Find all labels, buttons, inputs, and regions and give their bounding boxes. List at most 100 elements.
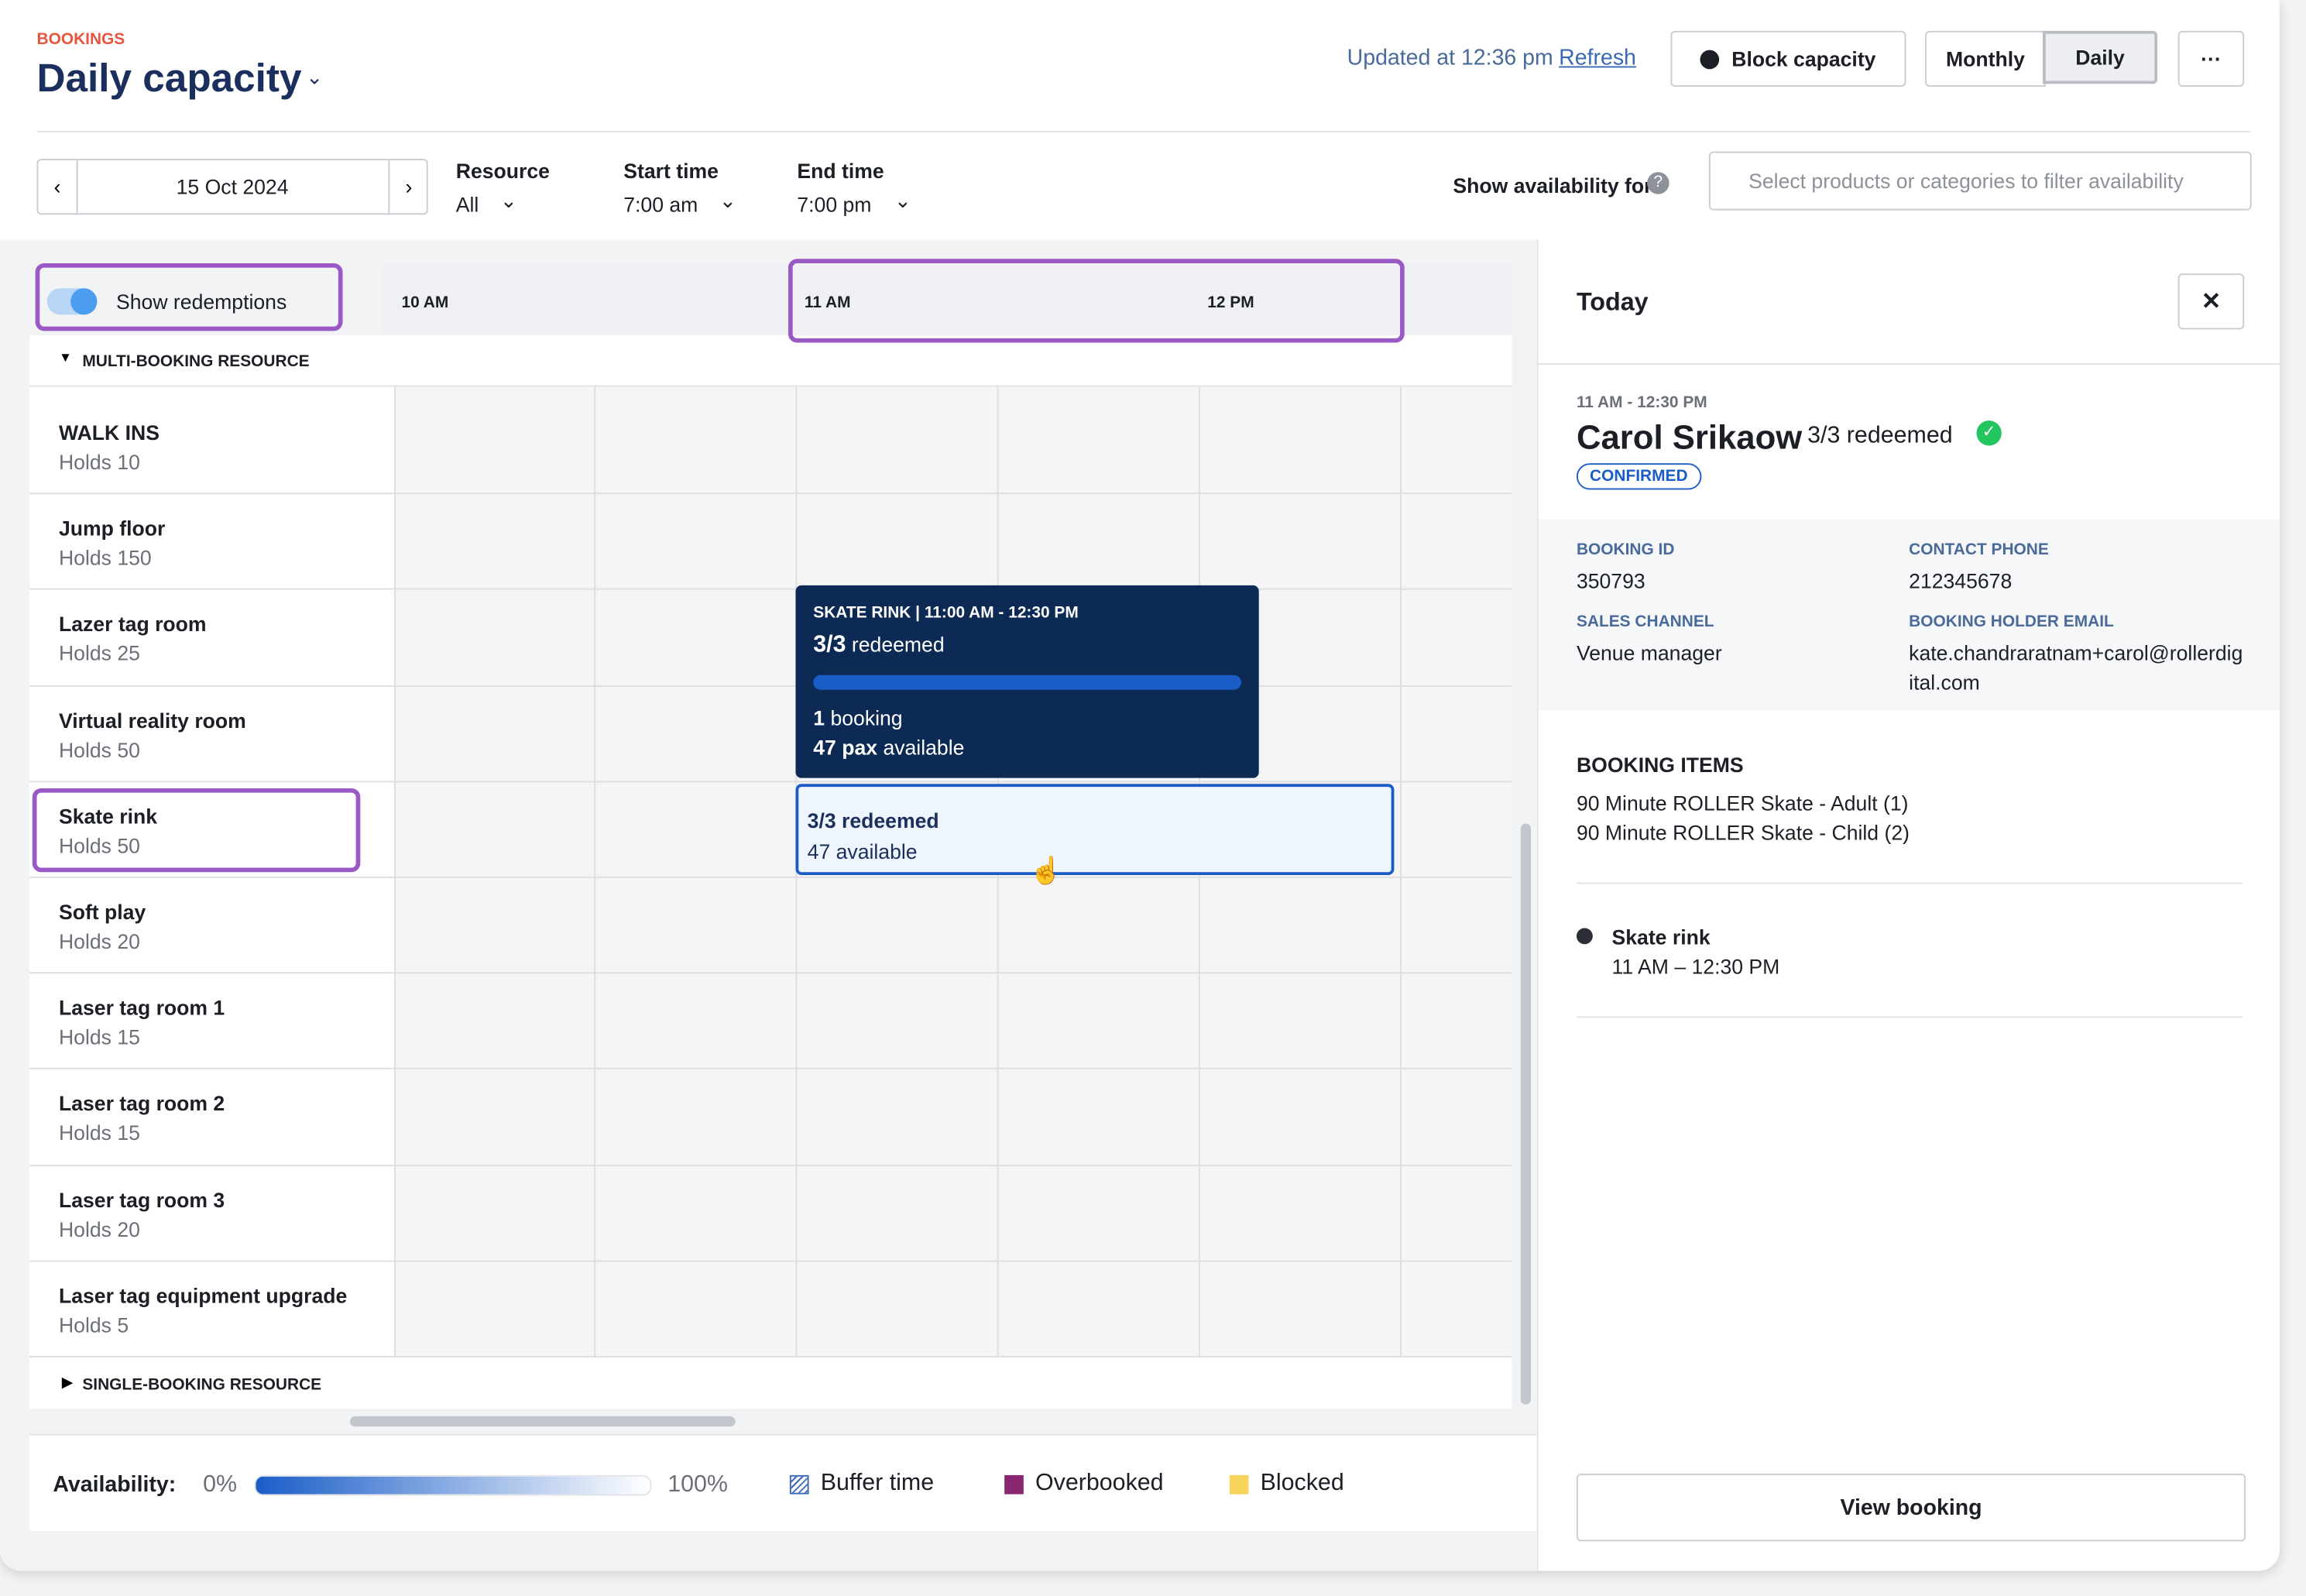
row-line	[29, 589, 1512, 591]
cursor: ☝	[1029, 856, 1063, 886]
blocked-swatch	[1229, 1474, 1249, 1495]
resource-capacity: Holds 150	[58, 545, 152, 570]
date-value[interactable]: 15 Oct 2024	[176, 175, 289, 199]
resource-name: Soft play	[58, 900, 146, 924]
time-header	[382, 264, 1512, 336]
availability-filter-label: Show availability for:	[1453, 173, 1659, 197]
status-badge: CONFIRMED	[1576, 463, 1701, 490]
block-capacity-label: Block capacity	[1731, 46, 1876, 71]
divider	[1576, 882, 2243, 884]
count: 1	[813, 705, 825, 730]
tooltip: SKATE RINK | 11:00 AM - 12:30 PM 3/3 red…	[795, 585, 1259, 778]
field-label: BOOKING ID	[1576, 541, 1675, 559]
row-line	[29, 1260, 1512, 1262]
title-chevron[interactable]: ⌄	[306, 64, 324, 88]
resource-value[interactable]: All	[455, 192, 479, 217]
time-label: 10 AM	[401, 293, 449, 312]
text: available	[883, 735, 965, 759]
panel-title: Today	[1576, 288, 1649, 317]
grid-column-line	[1400, 385, 1402, 1357]
chevron: ⌄	[894, 188, 911, 212]
updated-text: Updated at 12:36 pm	[1347, 45, 1553, 71]
block-capacity-button[interactable]: Block capacity	[1670, 30, 1906, 88]
resource-name: WALK INS	[58, 420, 160, 444]
customer-name: Carol Srikaow	[1576, 417, 1803, 456]
date-picker: ‹ 15 Oct 2024 ›	[36, 159, 428, 215]
close-button[interactable]: ✕	[2177, 273, 2245, 330]
block-icon	[1700, 49, 1721, 69]
toggle-knob	[70, 288, 98, 315]
time-label: 12 PM	[1207, 293, 1254, 312]
expand-arrow[interactable]: ▼	[58, 350, 72, 366]
row-line	[29, 1068, 1512, 1070]
grid-column-line	[594, 385, 596, 1357]
divider	[36, 131, 2250, 132]
field-label: CONTACT PHONE	[1909, 541, 2049, 559]
field-value: kate.chandraratnam+carol@rollerdigital.c…	[1909, 641, 2243, 695]
divider	[1576, 1016, 2243, 1018]
prev-day[interactable]: ‹	[38, 160, 78, 214]
more-button[interactable]: ···	[2177, 30, 2245, 88]
h-scrollbar[interactable]	[350, 1416, 736, 1427]
filter-placeholder: Select products or categories to filter …	[1748, 169, 2184, 193]
buffer-swatch	[789, 1474, 809, 1495]
resource-name: Skate rink	[1611, 925, 1711, 949]
grid-column-line	[393, 385, 396, 1357]
field-value: 350793	[1576, 568, 1645, 593]
legend-item: Blocked	[1260, 1471, 1344, 1496]
booking-time: 11 AM - 12:30 PM	[1576, 393, 1707, 412]
row-line	[29, 685, 1512, 687]
page-title[interactable]: Daily capacity	[36, 56, 302, 101]
progress-bar	[813, 674, 1241, 690]
text: redeemed	[851, 632, 945, 657]
end-value[interactable]: 7:00 pm	[797, 192, 872, 217]
row-line	[29, 781, 1512, 782]
monthly-button[interactable]: Monthly	[1925, 30, 2046, 88]
daily-button[interactable]: Daily	[2042, 30, 2158, 84]
availability-gradient	[254, 1474, 652, 1496]
check-icon: ✓	[1976, 420, 2002, 446]
view-booking-button[interactable]: View booking	[1576, 1473, 2246, 1542]
chevron: ⌄	[719, 188, 736, 212]
count: 47 pax	[813, 735, 878, 759]
legend-max: 100%	[667, 1472, 728, 1498]
tooltip-bookings: 1 booking	[813, 706, 902, 729]
resource-name: Laser tag equipment upgrade	[58, 1283, 348, 1308]
booking-item: 90 Minute ROLLER Skate - Adult (1)	[1576, 791, 1909, 815]
group-label: SINGLE-BOOKING RESOURCE	[82, 1376, 322, 1395]
start-value[interactable]: 7:00 am	[623, 192, 698, 217]
tooltip-pax: 47 pax available	[813, 736, 964, 759]
booking-block[interactable]: 3/3 redeemed 47 available	[795, 784, 1395, 876]
resource-name: Lazer tag room	[58, 612, 207, 637]
resource-name: Laser tag room 3	[58, 1187, 225, 1212]
next-day[interactable]: ›	[388, 160, 427, 214]
refresh-link[interactable]: Refresh	[1559, 45, 1636, 71]
time-label: 11 AM	[804, 293, 851, 312]
row-line	[29, 1164, 1512, 1166]
resource-capacity: Holds 50	[58, 737, 140, 762]
grid-top-line	[29, 385, 1512, 387]
text: booking	[830, 705, 903, 730]
highlight	[32, 788, 361, 873]
legend-item: Buffer time	[820, 1471, 935, 1496]
row-line	[29, 876, 1512, 878]
field-label: SALES CHANNEL	[1576, 613, 1714, 631]
help-icon[interactable]: ?	[1647, 172, 1669, 194]
more-label: ···	[2201, 46, 2222, 71]
resource-capacity: Holds 25	[58, 641, 140, 666]
resource-capacity: Holds 50	[58, 833, 140, 857]
monthly-label: Monthly	[1945, 46, 2025, 71]
filter-input[interactable]: Select products or categories to filter …	[1708, 151, 2252, 211]
booking-line: 47 available	[807, 839, 918, 863]
fields-box	[1538, 519, 2280, 711]
tooltip-redeemed: 3/3 redeemed	[813, 633, 944, 659]
app-window: BOOKINGS Daily capacity ⌄ Updated at 12:…	[0, 0, 2280, 1571]
collapse-arrow[interactable]: ▶	[61, 1375, 74, 1392]
legend-min: 0%	[203, 1472, 238, 1498]
field-value: 212345678	[1909, 568, 2013, 593]
v-scrollbar[interactable]	[1520, 823, 1532, 1405]
toggle[interactable]	[46, 288, 98, 315]
count: 3/3	[813, 632, 846, 657]
